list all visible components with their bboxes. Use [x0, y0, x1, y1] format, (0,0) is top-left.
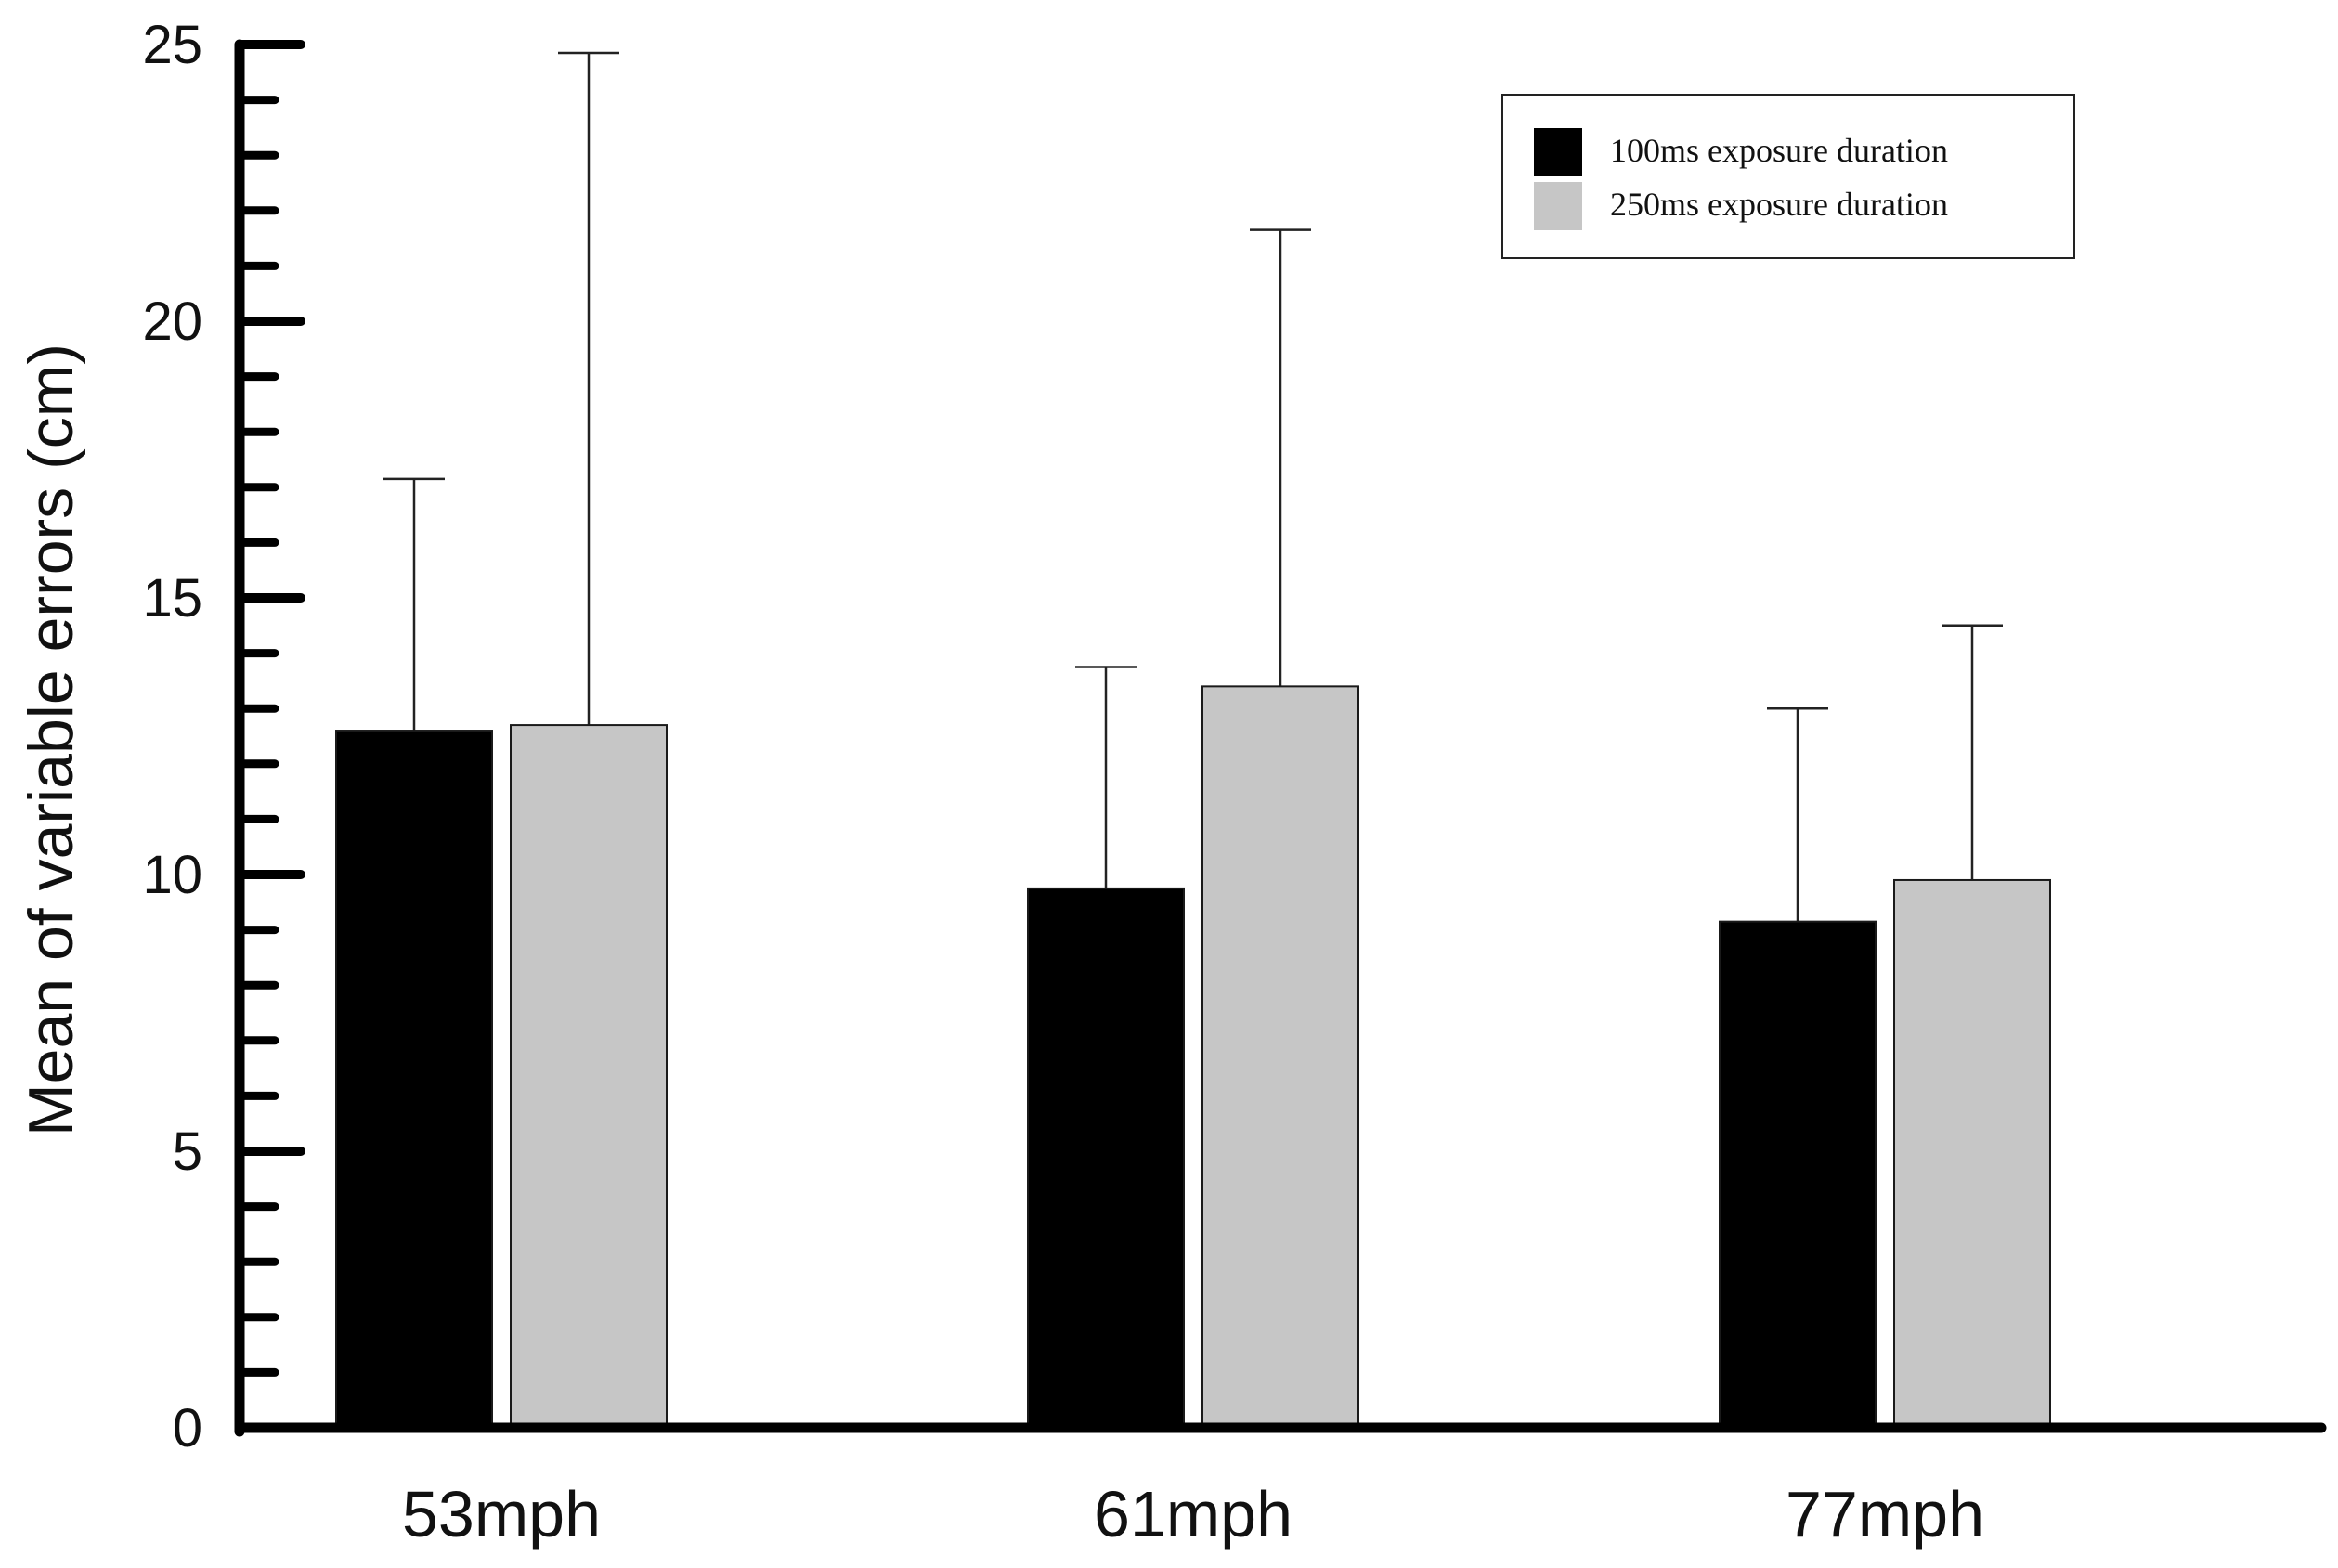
y-tick-label-20: 20: [142, 292, 202, 352]
bars-layer: [335, 685, 2051, 1429]
y-tick-label-5: 5: [173, 1121, 202, 1182]
y-tick-label-15: 15: [142, 568, 202, 628]
y-axis-title: Mean of variable errors (cm): [16, 343, 86, 1136]
y-axis: 0 5 10 15 20 25: [142, 15, 305, 1458]
bar-61mph-series-2: [1201, 685, 1359, 1429]
y-tick-label-10: 10: [142, 845, 202, 905]
x-axis: 53mph 61mph 77mph: [234, 1422, 2327, 1550]
bar-61mph-series-1: [1027, 887, 1185, 1429]
bar-53mph-series-1: [335, 730, 493, 1429]
legend-label-series-1: 100ms exposure duration: [1610, 132, 1948, 169]
bar-53mph-series-2: [510, 724, 668, 1429]
legend-label-series-2: 250ms exposure duration: [1610, 186, 1948, 223]
bar-77mph-series-2: [1893, 878, 2051, 1429]
legend-swatch-series-1: [1534, 128, 1582, 176]
x-tick-label-61mph: 61mph: [1094, 1478, 1292, 1550]
legend-swatch-series-2: [1534, 182, 1582, 230]
x-tick-label-77mph: 77mph: [1786, 1478, 1984, 1550]
legend: 100ms exposure duration 250ms exposure du…: [1501, 94, 2075, 259]
bar-77mph-series-1: [1719, 920, 1877, 1429]
y-tick-label-0: 0: [173, 1398, 202, 1458]
x-tick-label-53mph: 53mph: [402, 1478, 601, 1550]
legend-box: [1501, 94, 2075, 259]
error-bars-layer: [383, 51, 2003, 922]
y-tick-label-25: 25: [142, 15, 202, 75]
